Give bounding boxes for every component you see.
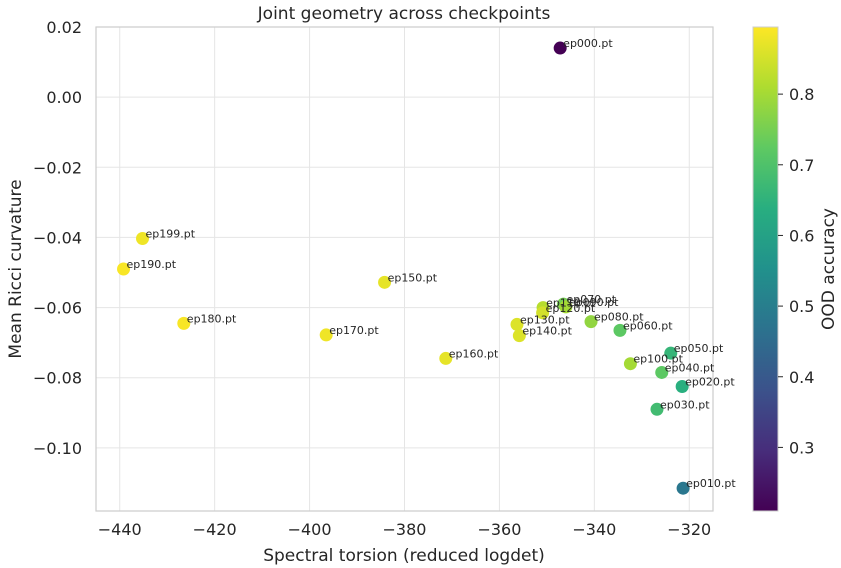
point-label: ep199.pt — [146, 227, 196, 240]
colorbar-label: OOD accuracy — [819, 208, 839, 330]
data-point — [675, 379, 689, 393]
data-point — [177, 316, 191, 330]
data-point — [319, 328, 333, 342]
data-points — [117, 41, 690, 495]
x-axis-ticks: −440 −420 −400 −380 −360 −340 −320 — [98, 520, 711, 539]
data-point — [584, 315, 598, 329]
y-axis-ticks: 0.02 0.00 −0.02 −0.04 −0.06 −0.08 −0.10 — [33, 18, 82, 458]
colorbar-tick-label: 0.7 — [789, 156, 814, 175]
y-tick-label: −0.02 — [33, 158, 82, 177]
point-label: ep050.pt — [674, 342, 724, 355]
data-point — [655, 365, 669, 379]
x-axis-label: Spectral torsion (reduced logdet) — [263, 546, 545, 566]
colorbar-tick-label: 0.3 — [789, 438, 814, 457]
data-point — [613, 323, 627, 337]
colorbar-tick-label: 0.5 — [789, 297, 814, 316]
x-tick-label: −400 — [288, 520, 332, 539]
x-tick-label: −360 — [477, 520, 521, 539]
data-point — [536, 306, 550, 320]
y-tick-label: 0.02 — [46, 18, 82, 37]
x-tick-label: −440 — [98, 520, 142, 539]
grid-lines — [96, 26, 713, 511]
x-tick-label: −320 — [667, 520, 711, 539]
data-point — [623, 357, 637, 371]
colorbar-tick-label: 0.4 — [789, 368, 814, 387]
data-point — [559, 300, 573, 314]
chart-title: Joint geometry across checkpoints — [257, 4, 551, 24]
point-label: ep140.pt — [522, 325, 572, 338]
colorbar-tick-label: 0.8 — [789, 85, 814, 104]
x-tick-label: −380 — [383, 520, 427, 539]
point-label: ep100.pt — [633, 353, 683, 366]
point-label: ep030.pt — [660, 398, 710, 411]
point-labels: ep000.pt ep010.pt ep020.pt ep030.pt ep040.pt… — [127, 37, 737, 490]
point-label: ep040.pt — [665, 361, 715, 374]
plot-frame — [95, 26, 714, 512]
point-label: ep110.pt — [546, 297, 596, 310]
point-label: ep090.pt — [569, 296, 619, 309]
colorbar — [752, 26, 779, 512]
y-axis-label: Mean Ricci curvature — [6, 179, 26, 358]
point-label: ep020.pt — [685, 375, 735, 388]
data-point — [378, 275, 392, 289]
data-point — [512, 329, 526, 343]
point-label: ep130.pt — [520, 313, 570, 326]
x-tick-label: −420 — [193, 520, 237, 539]
y-tick-label: 0.00 — [46, 88, 82, 107]
point-label: ep000.pt — [563, 37, 613, 50]
data-point — [553, 41, 567, 55]
data-point — [136, 231, 150, 245]
data-point — [676, 481, 690, 495]
y-tick-label: −0.10 — [33, 439, 82, 458]
point-label: ep170.pt — [329, 324, 379, 337]
data-point — [650, 402, 664, 416]
x-tick-label: −340 — [572, 520, 616, 539]
y-tick-label: −0.06 — [33, 299, 82, 318]
y-tick-label: −0.08 — [33, 369, 82, 388]
y-tick-label: −0.04 — [33, 228, 82, 247]
data-point — [439, 351, 453, 365]
point-label: ep060.pt — [623, 319, 673, 332]
point-label: ep160.pt — [449, 347, 499, 360]
point-label: ep010.pt — [686, 477, 736, 490]
point-label: ep120.pt — [546, 302, 596, 315]
point-label: ep070.pt — [566, 293, 616, 306]
data-point — [510, 317, 524, 331]
data-point — [117, 262, 131, 276]
point-label: ep180.pt — [187, 312, 237, 325]
colorbar-tick-label: 0.6 — [789, 226, 814, 245]
data-point — [664, 346, 678, 360]
point-label: ep190.pt — [127, 258, 177, 271]
point-label: ep080.pt — [594, 311, 644, 324]
point-label: ep150.pt — [388, 271, 438, 284]
colorbar-ticks: 0.3 0.4 0.5 0.6 0.7 0.8 — [778, 85, 814, 457]
